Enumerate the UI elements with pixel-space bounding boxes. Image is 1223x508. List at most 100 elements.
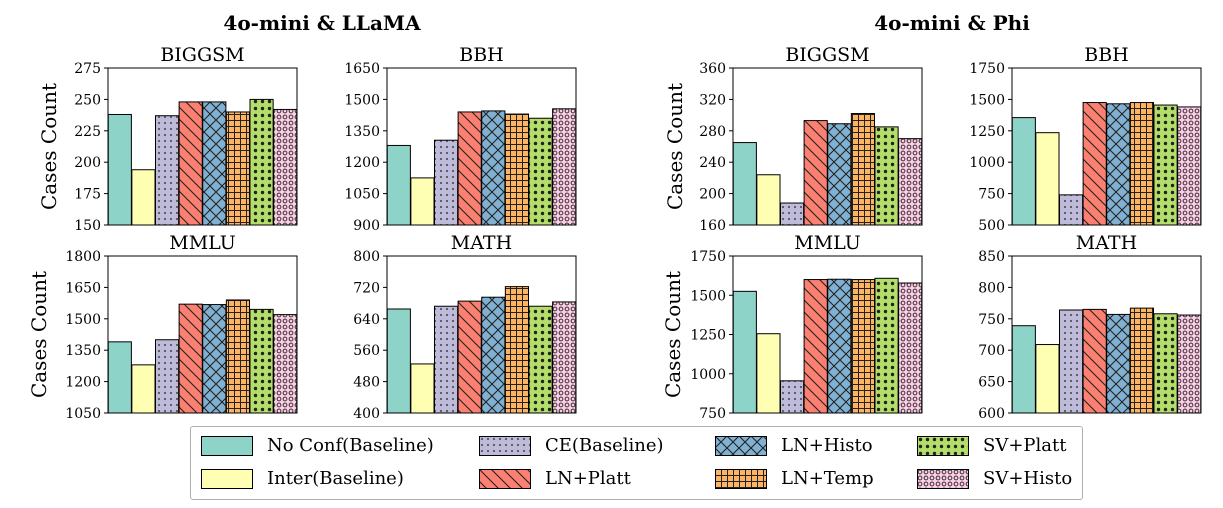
y-tick-label: 400 [353,406,380,422]
y-tick-label: 500 [978,218,1005,234]
y-tick-label: 1650 [344,61,380,77]
bar-sv-histo [1177,106,1202,226]
y-tick-label: 160 [699,218,726,234]
y-tick-label: 1500 [65,312,101,328]
bar-ln-histo [481,296,506,414]
y-tick-label: 225 [74,124,101,140]
bar-sv-histo [273,314,298,414]
bar-sv-platt [1153,104,1178,226]
y-tick-label: 1250 [690,328,726,344]
legend-item-inter: Inter(Baseline) [201,468,404,489]
y-tick-label: 150 [74,218,101,234]
bar-inter-baseline [1035,132,1060,226]
y-tick-label: 250 [74,92,101,108]
panel-4o-mini-phi-mmlu: 750 1000 1250 1500 1750 MMLU Cases Count [661,232,923,422]
legend-swatch-inter [201,468,253,489]
axes-frame [107,67,298,226]
bar-sv-platt [249,308,274,414]
bar-ce-baseline [779,202,805,226]
bar-inter-baseline [756,174,781,226]
y-tick-label: 1050 [344,187,380,203]
chart-panels: 150 175 200 225 250 275 BIGGSM Cases Count 900 10… [27,44,1202,422]
bar-inter-baseline [410,177,435,226]
group-title-llama: 4o-mini & LLaMA [223,11,421,35]
bar-sv-histo [898,282,923,414]
y-tick-label: 200 [74,155,101,171]
bar-ln-temp [504,286,530,414]
y-tick-label: 240 [699,155,726,171]
legend-label: LN+Platt [545,468,631,489]
y-tick-label: 200 [699,187,726,203]
panel-title: BBH [459,44,504,66]
bar-ln-histo [202,304,227,414]
bar-ln-histo [827,278,852,414]
bar-sv-histo [552,108,577,226]
panel-4o-mini-llama-math: 400 480 560 640 720 800 MATH [353,232,577,422]
panel-4o-mini-phi-biggsm: 160 200 240 280 320 360 BIGGSM Cases Count [663,44,923,234]
legend-swatch-ln-platt [479,468,531,489]
y-tick-label: 700 [978,343,1005,359]
bar-no-conf-baseline [732,142,757,226]
panel-title: MATH [451,232,512,254]
bar-inter-baseline [756,333,781,414]
y-tick-label: 1750 [969,61,1005,77]
legend-swatch-sv-histo [917,468,969,489]
bar-ce-baseline [779,380,805,414]
bar-no-conf-baseline [107,341,132,414]
y-tick-label: 750 [978,187,1005,203]
bar-inter-baseline [131,364,156,414]
y-axis-label: Cases Count [663,83,687,210]
panel-title: MMLU [169,232,236,254]
bar-ln-histo [202,101,227,226]
bar-ln-platt [178,101,203,226]
legend-label: No Conf(Baseline) [267,435,434,456]
bar-ce-baseline [154,115,180,226]
legend-item-ce: CE(Baseline) [479,435,664,456]
bar-sv-platt [528,305,553,414]
bar-ln-temp [225,299,251,414]
bar-sv-platt [528,117,553,226]
bar-no-conf-baseline [1011,325,1036,414]
bar-ln-platt [803,279,828,414]
group-title-phi: 4o-mini & Phi [874,11,1030,35]
panel-4o-mini-llama-biggsm: 150 175 200 225 250 275 BIGGSM Cases Count [37,44,298,234]
bar-sv-platt [249,98,274,226]
bar-ln-platt [1082,102,1107,226]
y-tick-label: 1350 [344,124,380,140]
y-tick-label: 750 [978,312,1005,328]
panel-title: BBH [1084,44,1129,66]
axes-frame [1011,255,1202,414]
bar-ln-histo [1106,313,1131,414]
bar-no-conf-baseline [107,113,132,226]
bar-sv-platt [1153,313,1178,414]
bar-ln-temp [504,113,530,226]
bar-ce-baseline [1058,194,1084,226]
y-tick-label: 750 [699,406,726,422]
bar-ln-temp [225,111,251,226]
bar-inter-baseline [410,363,435,414]
y-tick-label: 280 [699,124,726,140]
y-tick-label: 720 [353,280,380,296]
legend-label: LN+Temp [781,468,874,489]
panel-4o-mini-llama-bbh: 900 1050 1200 1350 1500 1650 BBH [344,44,577,234]
y-tick-label: 275 [74,61,101,77]
legend-label: CE(Baseline) [545,435,664,456]
y-tick-label: 1200 [344,155,380,171]
y-tick-label: 1200 [65,375,101,391]
axes-frame [386,67,577,226]
panel-4o-mini-llama-mmlu: 1050 1200 1350 1500 1650 1800 MMLU Cases Count [27,232,298,422]
y-tick-label: 1050 [65,406,101,422]
y-tick-label: 640 [353,312,380,328]
y-tick-label: 360 [699,61,726,77]
bar-ln-platt [803,120,828,226]
legend-item-sv-platt: SV+Platt [917,435,1066,456]
panel-title: MATH [1076,232,1137,254]
bar-ce-baseline [433,305,459,414]
legend-swatch-ln-temp [715,468,767,489]
bar-ce-baseline [154,339,180,414]
bar-ln-histo [827,123,852,226]
bar-sv-histo [898,138,923,226]
legend-label: SV+Histo [983,468,1073,489]
panel-4o-mini-phi-bbh: 500 750 1000 1250 1500 1750 BBH [969,44,1202,234]
